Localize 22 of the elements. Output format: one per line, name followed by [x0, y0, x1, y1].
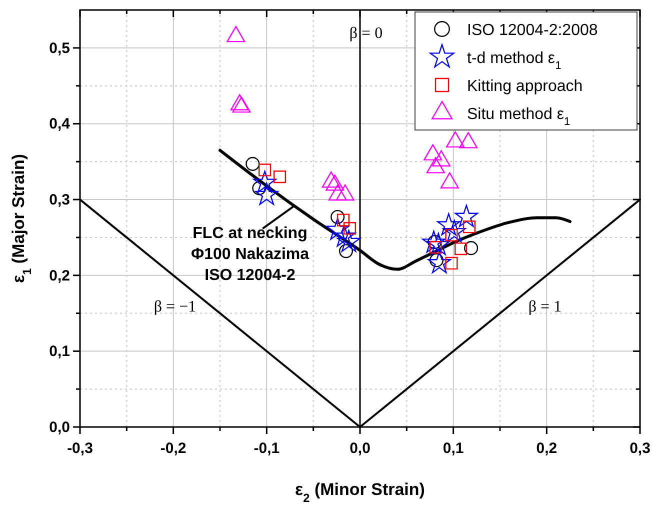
y-tick-label: 0,2: [49, 267, 70, 284]
y-tick-label: 0,5: [49, 40, 70, 57]
x-tick-label: 0,2: [536, 440, 558, 457]
y-tick-label: 0,4: [49, 116, 71, 133]
legend-label: Situ method ε$_{1}$: [467, 106, 570, 128]
annotation: FLC at necking Φ100 Nakazima ISO 12004-2: [190, 225, 310, 284]
x-tick-label: -0,3: [67, 440, 93, 457]
x-tick-label: -0,1: [254, 440, 280, 457]
legend-label: Kitting approach: [467, 78, 583, 95]
x-axis-title: ε$_{2}$ (Minor Strain): [295, 480, 425, 505]
y-tick-label: 0,3: [49, 192, 70, 209]
x-tick-label: -0,2: [160, 440, 186, 457]
series-label: β = 1: [528, 298, 562, 316]
legend-label: ISO 12004-2:2008: [467, 22, 598, 39]
y-tick-label: 0,1: [49, 343, 70, 360]
x-tick-label: 0,3: [630, 440, 650, 457]
series-label: β = −1: [154, 298, 196, 316]
y-tick-label: 0,0: [49, 419, 70, 436]
x-tick-label: 0,0: [350, 440, 370, 457]
legend-label: t-d method ε$_{1}$: [467, 50, 562, 72]
ref-line-label: β = 0: [349, 25, 383, 42]
x-tick-label: 0,1: [442, 440, 464, 457]
